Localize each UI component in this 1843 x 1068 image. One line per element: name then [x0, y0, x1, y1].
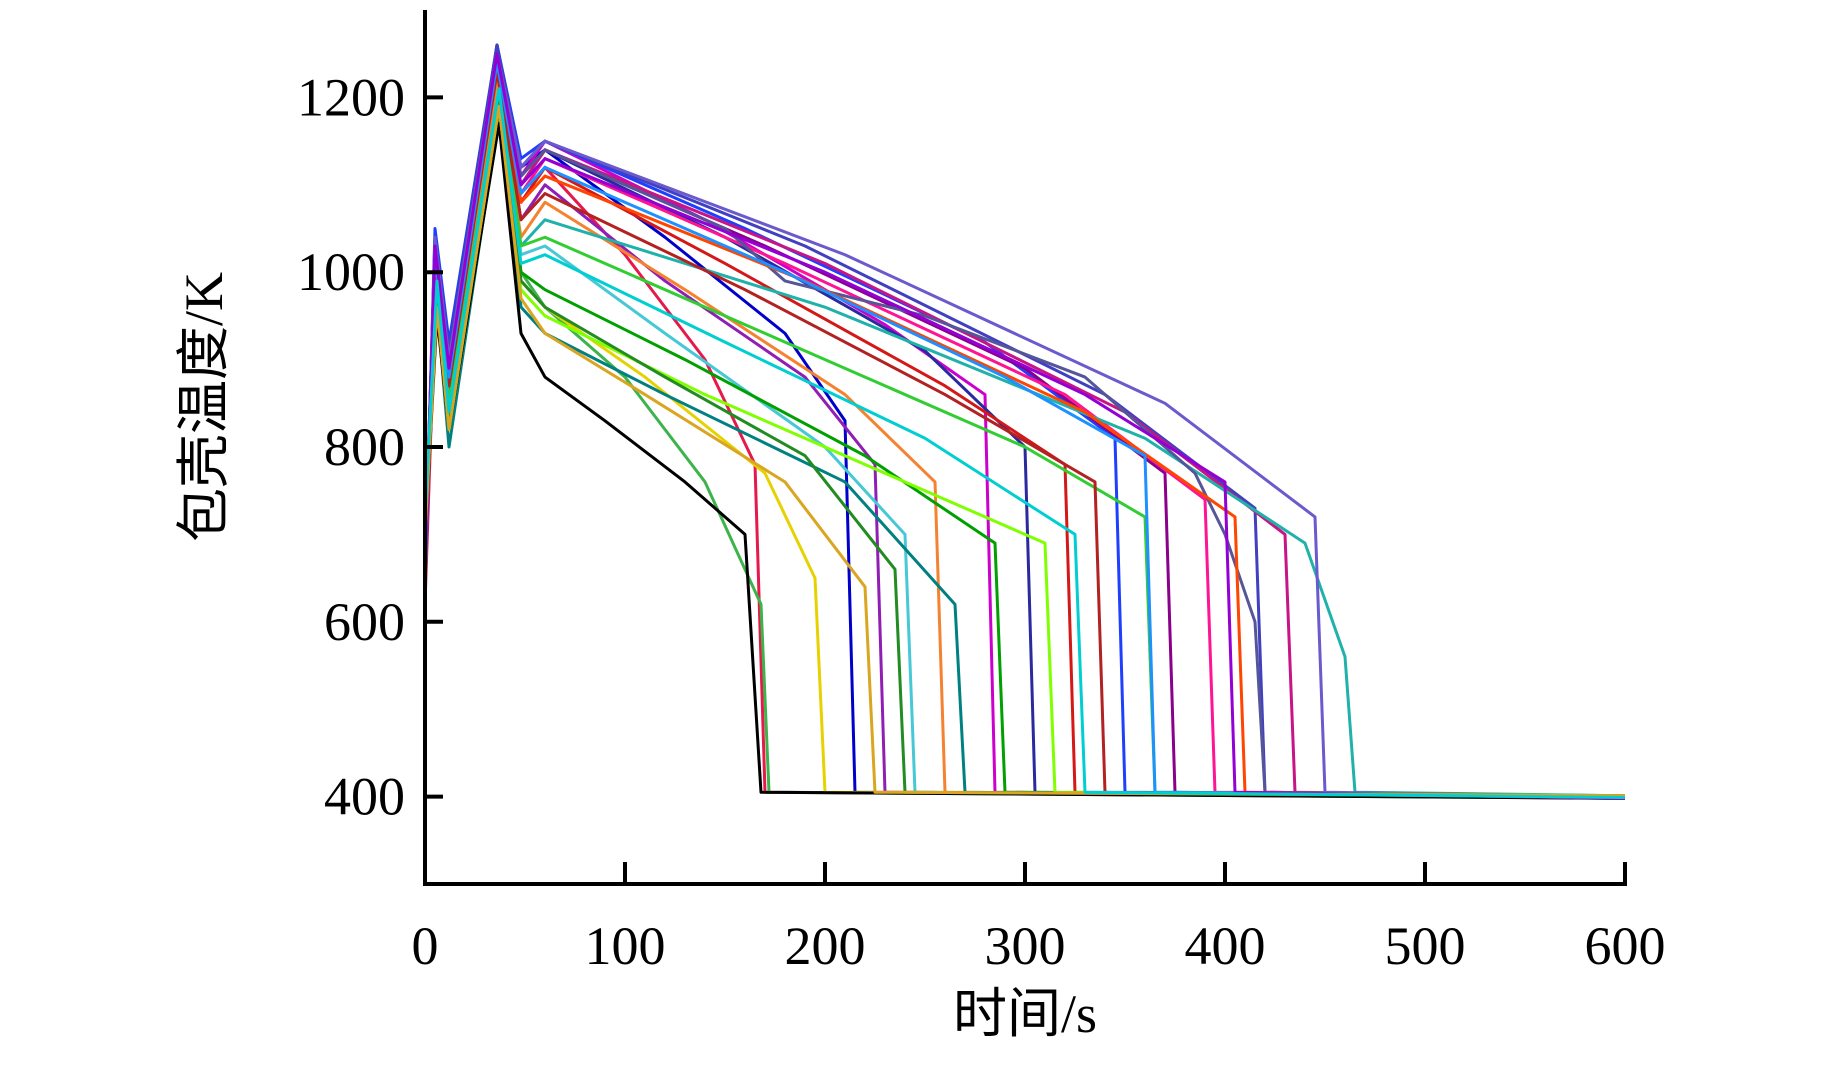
y-tick-label: 400	[324, 767, 405, 827]
series-line-30	[423, 87, 1626, 799]
y-tick-label: 800	[324, 417, 405, 477]
series-line-14	[423, 60, 1626, 798]
series-line-27	[423, 52, 1626, 800]
series-line-29	[423, 104, 1626, 798]
series-line-1	[423, 60, 1626, 799]
x-tick-label: 0	[412, 916, 439, 976]
x-tick-label: 300	[985, 916, 1066, 976]
y-tick-label: 600	[324, 592, 405, 652]
y-tick-label: 1000	[297, 242, 405, 302]
x-axis-ticks: 0 100 200 300 400 500 600	[412, 862, 1666, 976]
x-tick-label: 500	[1385, 916, 1466, 976]
series-line-23	[423, 52, 1626, 799]
x-tick-label: 600	[1585, 916, 1666, 976]
x-axis-title: 时间/s	[953, 984, 1097, 1044]
y-tick-label: 1200	[297, 67, 405, 127]
series-line-26	[423, 60, 1626, 799]
series-line-18	[423, 60, 1626, 799]
series-layer	[423, 43, 1626, 800]
x-tick-label: 400	[1185, 916, 1266, 976]
x-tick-label: 100	[585, 916, 666, 976]
y-axis-ticks: 400 600 800 1000 1200	[297, 67, 443, 827]
y-axis-title: 包壳温度/K	[174, 272, 234, 542]
x-tick-label: 200	[785, 916, 866, 976]
